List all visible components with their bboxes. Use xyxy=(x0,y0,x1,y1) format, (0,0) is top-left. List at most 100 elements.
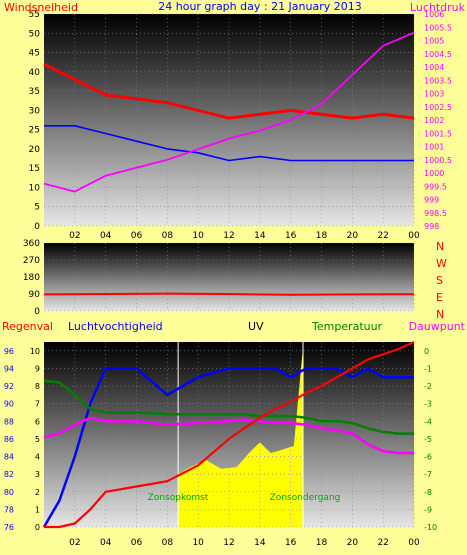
humidity-y-tick: 84 xyxy=(4,453,14,462)
climate-panel: 7678808284868890929496012345678910-10-9-… xyxy=(2,320,466,548)
temperature-y-tick: 0 xyxy=(424,347,429,356)
pressure-y-tick: 999.5 xyxy=(424,182,447,191)
wind-y-tick: 30 xyxy=(29,106,41,116)
temperature-label: Temperatuur xyxy=(311,320,383,333)
temperature-y-tick: -3 xyxy=(424,400,432,409)
climate-x-tick: 10 xyxy=(192,538,204,548)
wind-y-tick: 45 xyxy=(29,49,40,59)
temperature-y-tick: -9 xyxy=(424,505,432,514)
humidity-line xyxy=(42,367,414,528)
compass-label: N xyxy=(436,308,444,321)
wind-x-tick: 06 xyxy=(131,231,143,241)
pressure-y-tick: 1000 xyxy=(424,169,444,178)
compass-label: N xyxy=(436,240,444,253)
temperature-y-tick: -2 xyxy=(424,382,432,391)
direction-y-tick: 270 xyxy=(23,256,40,266)
uv-y-tick: 1 xyxy=(35,505,40,514)
uv-y-tick: 3 xyxy=(35,470,40,479)
uv-y-tick: 0 xyxy=(35,523,40,532)
wind-average-line xyxy=(44,125,414,162)
wind-x-tick: 16 xyxy=(285,231,297,241)
humidity-y-tick: 82 xyxy=(4,470,14,479)
wind-y-tick: 50 xyxy=(29,29,41,39)
uv-y-tick: 8 xyxy=(35,382,40,391)
uv-area xyxy=(178,347,303,527)
temperature-y-tick: -7 xyxy=(424,470,432,479)
wind-y-tick: 0 xyxy=(34,222,40,232)
pressure-y-tick: 1001 xyxy=(424,143,444,152)
climate-x-tick: 02 xyxy=(69,538,80,548)
uv-y-tick: 7 xyxy=(35,400,40,409)
temperature-y-tick: -1 xyxy=(424,364,432,373)
humidity-y-tick: 80 xyxy=(4,488,14,497)
climate-x-tick: 00 xyxy=(408,538,420,548)
pressure-y-tick: 1004.5 xyxy=(424,50,452,59)
wind-x-tick: 20 xyxy=(347,231,359,241)
humidity-y-tick: 86 xyxy=(4,435,14,444)
pressure-y-tick: 1000.5 xyxy=(424,156,452,165)
pressure-y-tick: 1003 xyxy=(424,90,444,99)
pressure-axis-label: Luchtdruk xyxy=(410,1,466,14)
rain-line xyxy=(44,340,415,529)
dewpoint-label: Dauwpunt xyxy=(409,320,466,333)
uv-y-tick: 4 xyxy=(35,453,40,462)
humidity-label: Luchtvochtigheid xyxy=(68,320,163,333)
wind-x-tick: 14 xyxy=(254,231,266,241)
chart-title: 24 hour graph day : 21 January 2013 xyxy=(158,0,362,13)
humidity-y-tick: 96 xyxy=(4,347,14,356)
climate-x-tick: 04 xyxy=(100,538,112,548)
wind-x-tick: 12 xyxy=(223,231,234,241)
pressure-y-tick: 1005.5 xyxy=(424,23,452,32)
pressure-y-tick: 1004 xyxy=(424,63,444,72)
wind-y-tick: 35 xyxy=(29,87,40,97)
wind-x-tick: 22 xyxy=(377,231,388,241)
direction-y-tick: 0 xyxy=(34,307,40,317)
humidity-y-tick: 88 xyxy=(4,417,14,426)
wind-x-tick: 00 xyxy=(408,231,420,241)
humidity-y-tick: 90 xyxy=(4,400,14,409)
wind-x-tick: 18 xyxy=(316,231,328,241)
rain-label: Regenval xyxy=(2,320,53,333)
pressure-y-tick: 1002 xyxy=(424,116,444,125)
wind-speed-axis-label: Windsnelheid xyxy=(4,1,78,14)
pressure-y-tick: 1005 xyxy=(424,37,444,46)
temperature-y-tick: -4 xyxy=(424,417,432,426)
temperature-y-tick: -5 xyxy=(424,435,432,444)
pressure-y-tick: 1001.5 xyxy=(424,129,452,138)
uv-y-tick: 6 xyxy=(35,417,40,426)
pressure-y-tick: 998 xyxy=(424,222,439,231)
pressure-y-tick: 1003.5 xyxy=(424,76,452,85)
direction-y-tick: 180 xyxy=(23,273,40,283)
direction-y-tick: 90 xyxy=(29,290,41,300)
wind-y-tick: 10 xyxy=(29,183,41,193)
temperature-y-tick: -10 xyxy=(424,523,437,532)
dewpoint-line xyxy=(43,416,414,455)
pressure-line xyxy=(43,31,415,193)
temperature-y-tick: -6 xyxy=(424,453,432,462)
uv-label: UV xyxy=(248,320,264,333)
compass-label: E xyxy=(436,291,443,304)
wind-x-tick: 10 xyxy=(192,231,204,241)
uv-y-tick: 10 xyxy=(30,347,40,356)
climate-x-tick: 22 xyxy=(377,538,388,548)
humidity-y-tick: 76 xyxy=(4,523,14,532)
humidity-y-tick: 92 xyxy=(4,382,14,391)
climate-x-tick: 12 xyxy=(223,538,234,548)
climate-x-tick: 14 xyxy=(254,538,266,548)
pressure-y-tick: 1006 xyxy=(424,10,444,19)
wind-y-tick: 20 xyxy=(29,145,41,155)
climate-x-tick: 20 xyxy=(347,538,359,548)
sunset-label: Zonsondergang xyxy=(270,493,341,503)
sunrise-label: Zonsopkomst xyxy=(148,493,209,503)
wind-x-tick: 04 xyxy=(100,231,112,241)
wind-y-tick: 15 xyxy=(29,164,40,174)
wind-x-tick: 08 xyxy=(162,231,174,241)
uv-y-tick: 2 xyxy=(35,488,40,497)
climate-x-tick: 18 xyxy=(316,538,328,548)
climate-x-tick: 06 xyxy=(131,538,143,548)
wind-y-tick: 40 xyxy=(29,68,41,78)
wind-gust-line xyxy=(43,62,415,120)
compass-label: S xyxy=(436,274,443,287)
